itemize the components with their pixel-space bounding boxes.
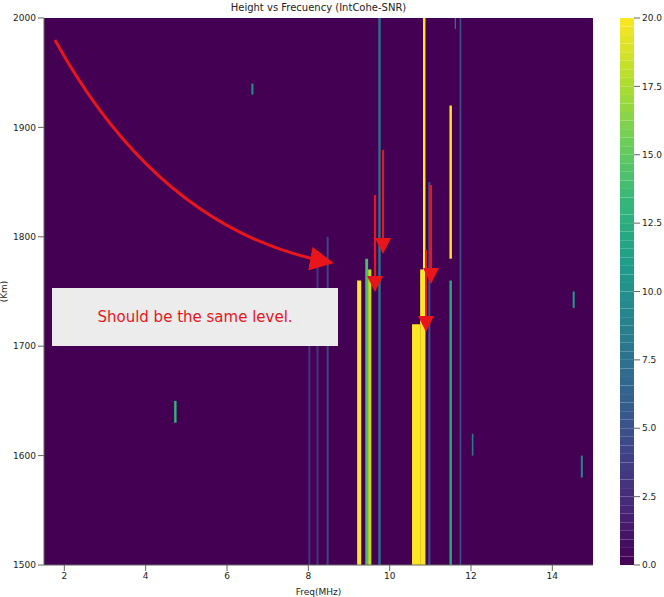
svg-text:(Km): (Km) bbox=[0, 281, 9, 303]
svg-text:1600: 1600 bbox=[13, 451, 36, 461]
svg-text:7.5: 7.5 bbox=[642, 355, 656, 365]
svg-text:6: 6 bbox=[224, 571, 230, 581]
html-text:Height vs Frecuency (IntCohe-S: Height vs Frecuency (IntCohe-SNR) bbox=[230, 2, 407, 13]
svg-text:15.0: 15.0 bbox=[642, 150, 662, 160]
svg-text:2: 2 bbox=[61, 571, 67, 581]
svg-text:1700: 1700 bbox=[13, 341, 36, 351]
svg-text:Freq(MHz): Freq(MHz) bbox=[296, 587, 342, 597]
svg-text:1500: 1500 bbox=[13, 560, 36, 570]
svg-text:1800: 1800 bbox=[13, 232, 36, 242]
svg-text:10: 10 bbox=[384, 571, 396, 581]
html-text:Should be the same level.: Should be the same level. bbox=[97, 308, 293, 326]
svg-text:10.0: 10.0 bbox=[642, 287, 662, 297]
svg-text:2.5: 2.5 bbox=[642, 492, 656, 502]
svg-text:14: 14 bbox=[547, 571, 559, 581]
svg-text:5.0: 5.0 bbox=[642, 423, 657, 433]
svg-text:12.5: 12.5 bbox=[642, 218, 662, 228]
svg-text:12: 12 bbox=[465, 571, 476, 581]
svg-text:2000: 2000 bbox=[13, 13, 36, 23]
svg-text:17.5: 17.5 bbox=[642, 82, 662, 92]
svg-text:4: 4 bbox=[143, 571, 149, 581]
svg-text:8: 8 bbox=[305, 571, 311, 581]
svg-text:20.0: 20.0 bbox=[642, 13, 662, 23]
svg-text:0.0: 0.0 bbox=[642, 560, 657, 570]
svg-text:1900: 1900 bbox=[13, 123, 36, 133]
